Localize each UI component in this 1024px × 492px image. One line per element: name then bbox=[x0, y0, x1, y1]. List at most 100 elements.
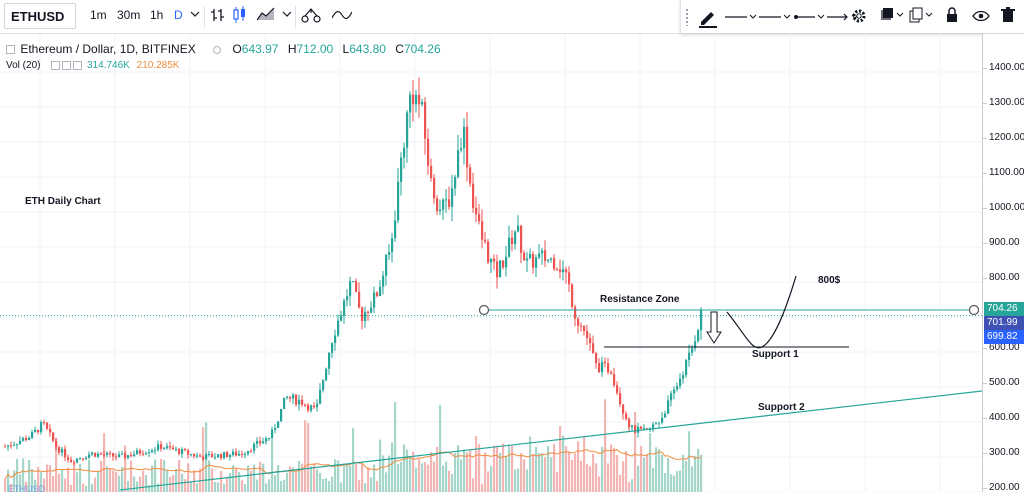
candle bbox=[205, 454, 208, 460]
settings-icon[interactable] bbox=[851, 8, 867, 30]
volume-bar bbox=[559, 425, 562, 492]
candle bbox=[409, 94, 412, 113]
volume-bar bbox=[361, 463, 364, 492]
candle bbox=[418, 94, 421, 105]
volume-bar bbox=[139, 476, 142, 492]
interval-1h-button[interactable]: 1h bbox=[150, 8, 164, 22]
support-1-text[interactable]: Support 1 bbox=[752, 349, 799, 360]
candle bbox=[445, 199, 448, 201]
volume-bar bbox=[412, 451, 415, 492]
candle bbox=[673, 389, 676, 394]
volume-bar bbox=[631, 479, 634, 492]
support-2-text[interactable]: Support 2 bbox=[758, 402, 805, 413]
candle bbox=[619, 392, 622, 405]
chevron-down-icon[interactable] bbox=[282, 8, 292, 22]
candle bbox=[556, 269, 559, 271]
volume-bar bbox=[622, 461, 625, 492]
volume-bar bbox=[286, 472, 289, 492]
candle bbox=[295, 394, 298, 405]
symbol-search-input[interactable]: ETHUSD bbox=[4, 3, 76, 29]
line-width-icon[interactable] bbox=[759, 10, 791, 32]
volume-bar bbox=[331, 476, 334, 492]
volume-bar bbox=[130, 460, 133, 492]
volume-bar bbox=[58, 473, 61, 492]
target-800-text[interactable]: 800$ bbox=[818, 275, 841, 286]
volume-bar bbox=[394, 402, 397, 492]
area-chart-icon[interactable] bbox=[256, 7, 275, 24]
volume-value: 314.746K bbox=[87, 60, 130, 71]
candle bbox=[604, 361, 607, 364]
candle bbox=[232, 451, 235, 456]
candle bbox=[412, 94, 415, 105]
candle bbox=[421, 101, 424, 105]
volume-bar bbox=[94, 477, 97, 492]
candlestick-icon[interactable] bbox=[233, 6, 247, 27]
collapse-icon[interactable] bbox=[6, 45, 15, 55]
candle bbox=[160, 444, 163, 450]
delete-icon[interactable] bbox=[1001, 7, 1015, 29]
volume-bar bbox=[643, 457, 646, 492]
volume-bar bbox=[610, 444, 613, 492]
volume-bar bbox=[268, 479, 271, 492]
lock-icon[interactable] bbox=[945, 7, 959, 29]
candle bbox=[679, 378, 682, 387]
candle bbox=[700, 309, 703, 331]
clone-icon[interactable] bbox=[879, 7, 905, 29]
candle bbox=[385, 254, 388, 276]
price-chart[interactable] bbox=[0, 34, 982, 492]
line-style-icon[interactable] bbox=[725, 10, 757, 32]
volume-bar bbox=[568, 451, 571, 492]
candle bbox=[349, 281, 352, 297]
volume-bar bbox=[265, 483, 268, 492]
pencil-icon[interactable] bbox=[697, 6, 719, 28]
resistance-zone-text[interactable]: Resistance Zone bbox=[600, 294, 680, 305]
volume-bar bbox=[160, 458, 163, 492]
candle bbox=[202, 456, 205, 460]
candle bbox=[574, 306, 577, 319]
volume-bar bbox=[304, 420, 307, 492]
candle bbox=[505, 256, 508, 268]
volume-bar bbox=[433, 461, 436, 492]
copy-icon[interactable] bbox=[908, 7, 934, 29]
bar-chart-icon[interactable] bbox=[211, 7, 225, 26]
interval-d-button[interactable]: D bbox=[174, 8, 183, 22]
candle bbox=[661, 417, 664, 423]
settings-icon[interactable] bbox=[213, 45, 222, 54]
volume-bar bbox=[586, 463, 589, 492]
candle bbox=[55, 440, 58, 448]
volume-bar bbox=[118, 475, 121, 492]
volume-bar bbox=[235, 468, 238, 492]
volume-bar bbox=[175, 468, 178, 492]
candle bbox=[112, 453, 115, 457]
indicators-icon[interactable] bbox=[331, 9, 353, 23]
drag-handle[interactable] bbox=[685, 8, 689, 26]
volume-controls[interactable] bbox=[51, 60, 84, 71]
candle bbox=[52, 432, 55, 441]
candle bbox=[598, 363, 601, 373]
interval-30m-button[interactable]: 30m bbox=[117, 8, 141, 22]
chevron-down-icon[interactable] bbox=[190, 8, 200, 22]
volume-bar bbox=[64, 478, 67, 492]
candle bbox=[475, 207, 478, 215]
candle bbox=[280, 408, 283, 422]
candle bbox=[553, 258, 556, 270]
drawing-toolbar bbox=[680, 0, 1024, 34]
volume-bar bbox=[10, 483, 13, 492]
price-scale[interactable]: 1400.00 1300.00 1200.00 1100.00 1000.00 … bbox=[982, 34, 1024, 492]
compare-icon[interactable] bbox=[301, 6, 321, 27]
volume-bar bbox=[154, 459, 157, 492]
eth-daily-chart-text[interactable]: ETH Daily Chart bbox=[25, 196, 101, 207]
visibility-icon[interactable] bbox=[972, 9, 990, 31]
line-end-icon[interactable] bbox=[793, 10, 825, 32]
candle bbox=[169, 446, 172, 448]
interval-1m-button[interactable]: 1m bbox=[90, 8, 107, 22]
last-price-tag: 704.26 bbox=[984, 302, 1024, 316]
volume-bar bbox=[343, 466, 346, 492]
volume-bar bbox=[508, 444, 511, 492]
volume-bar bbox=[418, 458, 421, 492]
line-handle bbox=[478, 304, 490, 316]
volume-bar bbox=[313, 463, 316, 492]
candle bbox=[697, 330, 700, 342]
volume-bar bbox=[334, 459, 337, 492]
candle bbox=[166, 446, 169, 449]
